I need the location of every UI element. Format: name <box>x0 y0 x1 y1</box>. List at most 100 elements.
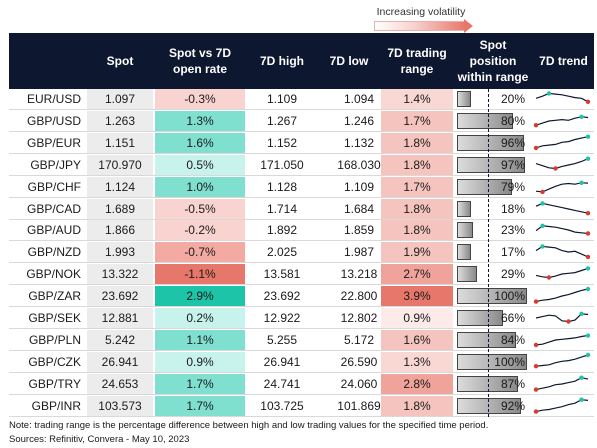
midpoint-dashed-line <box>488 89 489 417</box>
sparkline-svg <box>533 286 591 304</box>
seven-day-low: 5.172 <box>343 332 375 347</box>
seven-day-high: 2.025 <box>266 245 298 260</box>
table-row: GBP/SEK 12.881 0.2% 12.922 12.802 0.9% 66% <box>9 308 594 329</box>
sparkline-svg <box>535 244 591 260</box>
sparkline-line <box>535 376 589 390</box>
sparkline-high-dot <box>585 286 591 292</box>
position-bar: 79% <box>455 177 531 197</box>
sparkline-low-dot <box>546 275 552 280</box>
sparkline-high-dot <box>585 266 591 271</box>
spot-vs-open: 1.3% <box>155 110 245 131</box>
position-bar-frame: 80% <box>457 112 527 129</box>
sparkline-high-dot <box>579 114 584 119</box>
trend-sparkline <box>533 177 591 197</box>
header-spot-position: Spot position within range <box>457 38 529 84</box>
seven-day-low: 22.800 <box>340 289 378 304</box>
position-bar-frame: 20% <box>457 91 527 107</box>
position-bar: 17% <box>455 242 531 262</box>
spot-vs-open: 1.6% <box>155 132 245 153</box>
sparkline-low-dot <box>585 231 591 237</box>
sparkline-line <box>535 268 589 279</box>
trading-range: 1.6% <box>381 329 453 350</box>
seven-day-high: 12.922 <box>263 311 301 325</box>
trading-range: 2.7% <box>381 264 453 285</box>
position-bar-fill <box>457 112 513 129</box>
legend-arrow-icon <box>464 19 473 33</box>
currency-pair: GBP/CHF <box>27 179 81 194</box>
position-bar: 84% <box>455 330 531 350</box>
spot-rate: 170.970 <box>87 154 153 175</box>
seven-day-low: 101.869 <box>337 398 381 413</box>
sparkline-line <box>535 313 589 323</box>
sparkline-high-dot <box>579 397 584 402</box>
trend-sparkline <box>533 199 591 219</box>
position-value: 20% <box>500 92 525 106</box>
spot-vs-open: 0.9% <box>155 351 245 372</box>
seven-day-low: 1.859 <box>343 223 375 238</box>
position-bar-fill <box>457 331 516 348</box>
position-bar-frame: 100% <box>457 353 527 370</box>
sparkline-low-dot <box>585 254 591 260</box>
spot-rate: 103.573 <box>87 395 153 416</box>
table-row: GBP/USD 1.263 1.3% 1.267 1.246 1.7% 80% <box>9 110 594 132</box>
position-bar: 96% <box>455 133 531 153</box>
sparkline-svg <box>535 266 591 280</box>
table-row: GBP/NZD 1.993 -0.7% 2.025 1.987 1.9% 17% <box>9 242 594 264</box>
trend-sparkline <box>533 308 591 328</box>
sparkline-low-dot <box>533 122 539 128</box>
sparkline-line <box>535 92 589 103</box>
position-bar: 20% <box>455 89 531 109</box>
seven-day-low: 13.218 <box>340 267 378 282</box>
trend-sparkline <box>533 111 591 131</box>
seven-day-low: 1.684 <box>343 201 375 216</box>
sparkline-high-dot <box>579 375 584 380</box>
trading-range: 1.4% <box>381 89 453 109</box>
currency-pair: EUR/USD <box>26 92 81 106</box>
trend-sparkline <box>533 396 591 416</box>
sparkline-low-dot <box>540 189 545 194</box>
spot-vs-open: 1.7% <box>155 373 245 394</box>
currency-pair: GBP/NZD <box>27 245 81 260</box>
currency-pair: GBP/CZK <box>28 354 81 369</box>
seven-day-high: 24.741 <box>263 376 301 391</box>
sparkline-line <box>535 157 589 169</box>
seven-day-high: 171.050 <box>260 157 304 172</box>
trend-sparkline <box>533 133 591 153</box>
sparkline-svg <box>533 134 591 150</box>
currency-pair: GBP/PLN <box>28 332 81 347</box>
currency-pair: GBP/NOK <box>26 267 81 282</box>
sparkline-line <box>535 354 589 367</box>
position-bar-fill <box>457 310 504 326</box>
seven-day-high: 1.152 <box>266 135 298 150</box>
sparkline-svg <box>533 114 589 128</box>
table-row: GBP/CHF 1.124 1.0% 1.128 1.109 1.7% 79% <box>9 176 594 198</box>
position-bar-frame: 17% <box>457 244 527 261</box>
position-value: 87% <box>500 376 525 391</box>
seven-day-low: 12.802 <box>340 311 378 325</box>
seven-day-high: 5.255 <box>266 332 298 347</box>
sparkline-svg <box>535 200 591 215</box>
sparkline-high-dot <box>585 333 591 338</box>
position-bar-frame: 79% <box>457 178 527 195</box>
sparkline-line <box>535 398 589 412</box>
table-row: GBP/ZAR 23.692 2.9% 23.692 22.800 3.9% 100% <box>9 286 594 308</box>
sparkline-svg <box>535 223 591 237</box>
position-bar: 100% <box>455 286 531 306</box>
table-row: GBP/CAD 1.689 -0.5% 1.714 1.684 1.8% 18% <box>9 198 594 220</box>
sources-note: Sources: Refinitiv, Convera - May 10, 20… <box>9 434 190 445</box>
currency-pair: GBP/JPY <box>30 157 81 172</box>
trading-range: 2.8% <box>381 373 453 394</box>
sparkline-low-dot <box>533 363 539 369</box>
sparkline-high-dot <box>585 352 591 357</box>
spot-vs-open: -1.1% <box>155 264 245 285</box>
trading-range: 1.7% <box>381 110 453 131</box>
spot-rate: 1.097 <box>87 89 153 109</box>
sparkline-line <box>535 181 589 193</box>
trading-range: 1.7% <box>381 176 453 197</box>
sparkline-high-dot <box>546 91 552 96</box>
sparkline-svg <box>533 333 591 347</box>
spot-rate: 1.124 <box>87 176 153 197</box>
position-bar-frame: 29% <box>457 266 527 283</box>
currency-pair: GBP/SEK <box>28 311 81 325</box>
position-bar-fill <box>457 375 518 392</box>
